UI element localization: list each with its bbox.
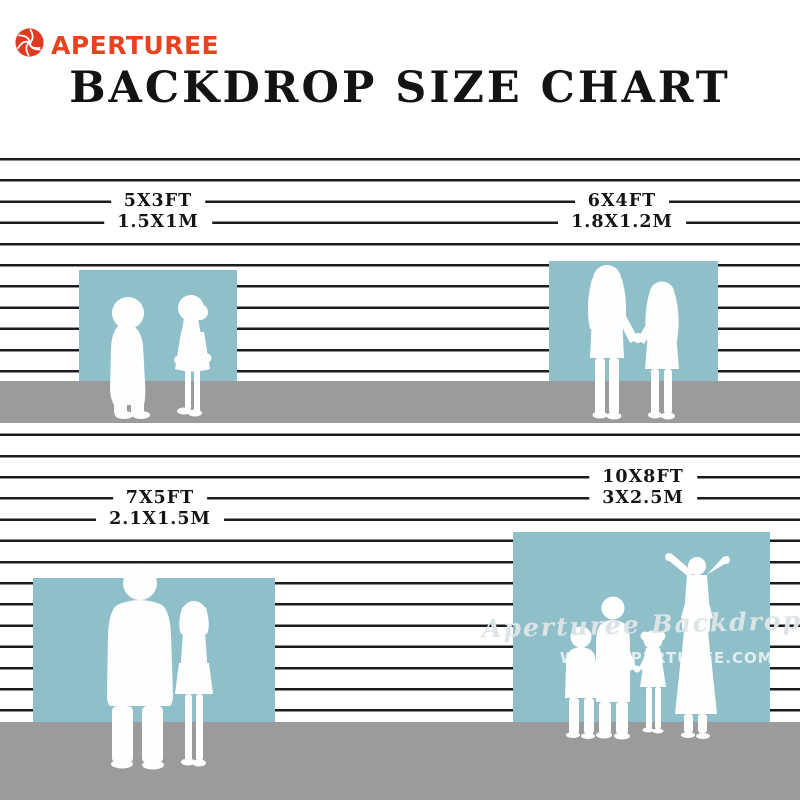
size-ft-6x4: 6X4FT <box>574 191 670 213</box>
girl-long-hair-silhouette <box>587 265 638 420</box>
silhouette-6x4-girls <box>580 263 688 421</box>
boy-silhouette <box>565 626 597 739</box>
size-m-7x5: 2.1X1.5M <box>96 509 224 531</box>
little-girl-silhouette <box>633 630 666 734</box>
size-label-5x3: 5X3FT 1.5X1M <box>104 191 212 234</box>
man-back-silhouette <box>107 566 173 770</box>
backdrop-rect-5x3 <box>79 270 237 383</box>
page-title: BACKDROP SIZE CHART <box>69 63 731 113</box>
girl-smaller-silhouette <box>633 281 679 420</box>
size-label-10x8: 10X8FT 3X2.5M <box>589 467 697 510</box>
backdrop-rect-6x4 <box>549 261 718 383</box>
size-label-6x4: 6X4FT 1.8X1.2M <box>558 191 686 234</box>
watermark-url-text: WWW.APERTUREE.COM <box>560 649 774 667</box>
size-m-10x8: 3X2.5M <box>589 488 697 510</box>
toddler-boy-silhouette <box>110 297 150 419</box>
aperture-logo-icon <box>13 26 46 64</box>
size-m-5x3: 1.5X1M <box>104 212 212 234</box>
brand-logo: APERTUREE <box>13 26 219 64</box>
silhouette-7x5-man-girl <box>100 563 220 770</box>
silhouette-10x8-family <box>556 551 732 741</box>
size-ft-10x8: 10X8FT <box>589 467 697 489</box>
silhouette-5x3-toddlers <box>105 292 217 420</box>
backdrop-rect-10x8 <box>513 532 770 724</box>
floor-band-row2 <box>0 722 800 800</box>
mother-silhouette <box>675 599 717 739</box>
size-m-6x4: 1.8X1.2M <box>558 212 686 234</box>
toddler-girl-silhouette <box>174 295 212 417</box>
brand-name: APERTUREE <box>51 30 220 60</box>
father-silhouette <box>596 596 636 740</box>
size-label-7x5: 7X5FT 2.1X1.5M <box>96 488 224 531</box>
size-ft-5x3: 5X3FT <box>110 191 206 213</box>
girl-back-silhouette <box>175 601 213 767</box>
size-ft-7x5: 7X5FT <box>112 488 208 510</box>
